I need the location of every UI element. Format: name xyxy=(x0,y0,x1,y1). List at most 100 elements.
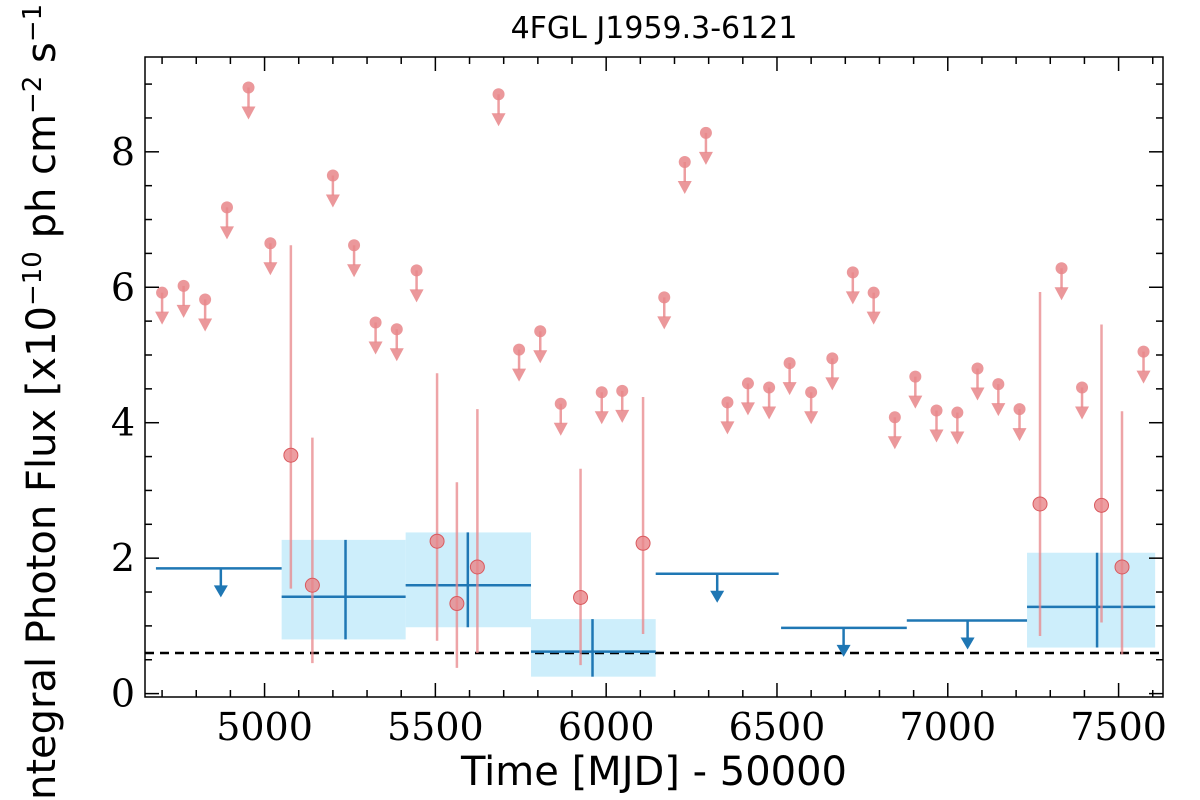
upper-limit-point xyxy=(805,386,818,399)
upper-limit-arrow xyxy=(960,637,975,650)
upper-limit-point xyxy=(595,386,608,399)
x-tick-label: 7000 xyxy=(899,705,996,749)
upper-limit-arrow xyxy=(866,311,881,325)
upper-limit-point xyxy=(390,323,403,336)
upper-limit-arrow xyxy=(155,311,170,325)
upper-limit-arrow xyxy=(368,341,383,355)
upper-limit-point xyxy=(1137,345,1150,358)
upper-limit-arrow xyxy=(657,316,672,330)
upper-limit-arrow xyxy=(347,264,362,278)
upper-limit-point xyxy=(220,201,233,214)
detection-point xyxy=(1032,496,1048,512)
x-tick-label: 6000 xyxy=(558,705,655,749)
upper-limit-arrow xyxy=(512,368,527,382)
upper-limit-point xyxy=(1076,381,1089,394)
chart-title: 4FGL J1959.3-6121 xyxy=(511,11,798,46)
detection-point xyxy=(573,589,589,605)
upper-limit-arrow xyxy=(991,403,1006,417)
upper-limit-arrow xyxy=(594,411,609,425)
upper-limit-point xyxy=(264,237,277,250)
upper-limit-point xyxy=(1055,262,1068,275)
upper-limit-arrow xyxy=(698,151,713,165)
upper-limit-point xyxy=(554,397,567,410)
upper-limit-point xyxy=(616,384,629,397)
upper-limit-arrow xyxy=(825,377,840,391)
upper-limit-arrow xyxy=(241,106,256,120)
upper-limit-point xyxy=(534,325,547,338)
y-axis-label: Integral Photon Flux [x10−10 ph cm−2 s−1… xyxy=(18,0,65,800)
x-tick-label: 7500 xyxy=(1070,705,1167,749)
upper-limit-arrow xyxy=(762,406,777,420)
upper-limit-arrow xyxy=(325,194,340,208)
upper-limit-point xyxy=(763,381,776,394)
upper-limit-point xyxy=(783,357,796,370)
detection-point xyxy=(1094,497,1110,513)
upper-limit-arrow xyxy=(389,348,404,362)
error-band xyxy=(281,539,406,640)
upper-limit-arrow xyxy=(836,644,851,657)
upper-limit-arrow xyxy=(491,113,506,127)
upper-limit-arrow xyxy=(1136,370,1151,384)
upper-limit-arrow xyxy=(740,402,755,416)
upper-limit-arrow xyxy=(198,318,213,332)
detection-point xyxy=(449,596,465,612)
upper-limit-point xyxy=(410,264,423,277)
plot-area: 5000 5500 6000 6500 7000 7500 0 2 4 6 8 xyxy=(111,56,1167,749)
detection-point xyxy=(469,559,485,575)
upper-limit-arrow xyxy=(950,431,965,445)
upper-limit-point xyxy=(369,316,382,329)
upper-limit-arrow xyxy=(213,585,228,598)
upper-limit-point xyxy=(930,404,943,417)
detection-point xyxy=(635,535,651,551)
upper-limit-point xyxy=(678,155,691,168)
upper-limit-point xyxy=(492,88,505,101)
upper-limit-point xyxy=(867,286,880,299)
upper-limit-arrow xyxy=(908,395,923,409)
upper-limit-arrow xyxy=(1075,406,1090,420)
plot-frame xyxy=(144,56,1164,698)
upper-limit-arrow xyxy=(219,226,234,240)
upper-limit-arrow xyxy=(176,304,191,318)
y-tick-label: 4 xyxy=(111,401,135,445)
y-tick-label: 8 xyxy=(111,130,135,174)
upper-limit-arrow xyxy=(782,382,797,396)
upper-limit-point xyxy=(177,279,190,292)
upper-limit-arrow xyxy=(710,590,725,603)
x-tick-label: 5000 xyxy=(216,705,313,749)
upper-limit-arrow xyxy=(677,180,692,194)
x-tick-label: 5500 xyxy=(387,705,484,749)
y-tick-label: 2 xyxy=(111,536,135,580)
detection-point xyxy=(429,533,445,549)
upper-limit-arrow xyxy=(615,409,630,423)
x-tick-label: 6500 xyxy=(729,705,826,749)
upper-limit-point xyxy=(721,396,734,409)
upper-limit-arrow xyxy=(804,411,819,425)
upper-limit-arrow xyxy=(970,387,985,401)
upper-limit-point xyxy=(909,370,922,383)
upper-limit-point xyxy=(888,411,901,424)
detection-point xyxy=(283,447,299,463)
x-axis-label: Time [MJD] - 50000 xyxy=(460,749,847,795)
upper-limit-point xyxy=(156,286,169,299)
upper-limit-point xyxy=(348,239,361,252)
upper-limit-point xyxy=(846,266,859,279)
upper-limit-arrow xyxy=(409,289,424,303)
upper-limit-arrow xyxy=(720,421,735,435)
upper-limit-point xyxy=(199,293,212,306)
upper-limit-arrow xyxy=(887,436,902,450)
upper-limit-point xyxy=(971,362,984,375)
upper-limit-point xyxy=(513,343,526,356)
upper-limit-point xyxy=(826,352,839,365)
upper-limit-point xyxy=(992,378,1005,391)
detection-point xyxy=(304,577,320,593)
upper-limit-arrow xyxy=(1012,428,1027,442)
upper-limit-point xyxy=(951,406,964,419)
upper-limit-point xyxy=(741,377,754,390)
y-tick-label: 0 xyxy=(111,672,135,716)
upper-limit-arrow xyxy=(553,422,568,436)
upper-limit-arrow xyxy=(929,429,944,443)
upper-limit-point xyxy=(242,81,255,94)
upper-limit-point xyxy=(1013,403,1026,416)
error-band xyxy=(1027,552,1156,648)
